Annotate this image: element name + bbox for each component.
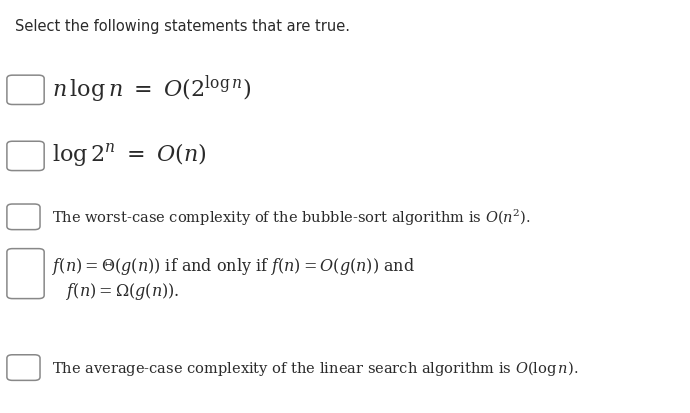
- FancyBboxPatch shape: [7, 249, 44, 299]
- Text: Select the following statements that are true.: Select the following statements that are…: [15, 19, 351, 33]
- FancyBboxPatch shape: [7, 355, 40, 380]
- Text: $f(n) = \Theta(g(n))$ if and only if $f(n) = O(g(n))$ and: $f(n) = \Theta(g(n))$ if and only if $f(…: [52, 256, 415, 277]
- Text: $\log 2^{n}\ =\ O(n)$: $\log 2^{n}\ =\ O(n)$: [52, 141, 206, 169]
- Text: $f(n) = \Omega(g(n))$.: $f(n) = \Omega(g(n))$.: [66, 281, 179, 301]
- FancyBboxPatch shape: [7, 204, 40, 230]
- FancyBboxPatch shape: [7, 75, 44, 104]
- Text: The average-case complexity of the linear search algorithm is $O(\log n)$.: The average-case complexity of the linea…: [52, 359, 578, 378]
- FancyBboxPatch shape: [7, 141, 44, 171]
- Text: The worst-case complexity of the bubble-sort algorithm is $O(n^{2})$.: The worst-case complexity of the bubble-…: [52, 208, 531, 228]
- Text: $n\,\log n\ =\ O(2^{\log n})$: $n\,\log n\ =\ O(2^{\log n})$: [52, 73, 251, 104]
